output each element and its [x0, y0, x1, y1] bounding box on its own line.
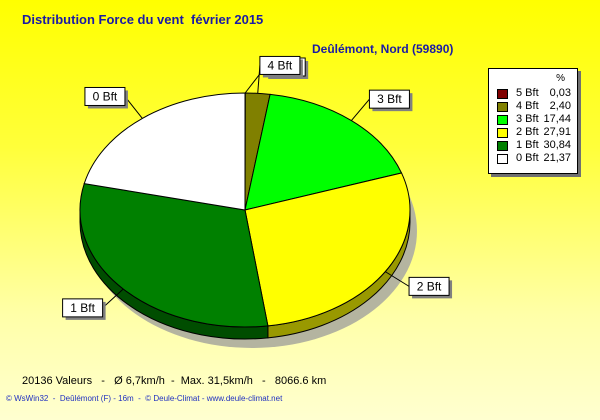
chart-title: Distribution Force du vent février 2015 [22, 12, 264, 27]
legend-label: 1 Bft [516, 139, 539, 151]
legend-value: 0,03 [549, 87, 571, 99]
leader-line-3-bft [350, 98, 370, 121]
pie-slice-3-bft [244, 93, 403, 211]
legend-value: 17,44 [543, 113, 571, 125]
slice-label-4-bft: 4 Bft [268, 58, 293, 72]
leader-line-2-bft [384, 271, 410, 287]
chart-subtitle: Deûlémont, Nord (59890) [312, 42, 454, 56]
legend-label: 4 Bft [516, 100, 539, 112]
label-box-0-bft [84, 86, 126, 106]
legend-swatch [497, 141, 508, 151]
legend-label: 5 Bft [516, 87, 539, 99]
legend-label: 3 Bft [516, 113, 539, 125]
legend-swatch [497, 102, 508, 112]
legend-value: 30,84 [543, 139, 571, 151]
legend-swatch [497, 128, 508, 138]
legend-swatch [497, 89, 508, 99]
legend-item-4-bft: 4 Bft 2,40 [497, 100, 571, 113]
legend-swatch [497, 154, 508, 164]
label-box-1-bft [62, 298, 104, 318]
legend-value: 27,91 [543, 126, 571, 138]
legend-swatch [497, 115, 508, 125]
pie-slice-0-bft [83, 92, 246, 211]
legend-label: 0 Bft [516, 152, 539, 164]
label-box-2-bft [408, 276, 450, 296]
legend-item-0-bft: 0 Bft 21,37 [497, 152, 571, 165]
footer-credits: © WsWin32 - Deûlémont (F) - 16m - © Deul… [6, 394, 283, 403]
legend-item-3-bft: 3 Bft 17,44 [497, 113, 571, 126]
legend-item-1-bft: 1 Bft 30,84 [497, 139, 571, 152]
label-box-3-bft [368, 89, 410, 109]
legend-value: 2,40 [549, 100, 571, 112]
footer-stats: 20136 Valeurs - Ø 6,7km/h - Max. 31,5km/… [22, 375, 327, 387]
legend-item-5-bft: 5 Bft 0,03 [497, 87, 571, 100]
legend: % 5 Bft 0,03 4 Bft 2,40 3 Bft 17,44 2 Bf… [488, 68, 578, 174]
leader-line-1-bft [102, 288, 124, 309]
legend-label: 2 Bft [516, 126, 539, 138]
slice-label-3-bft: 3 Bft [377, 92, 402, 106]
legend-value: 21,37 [543, 152, 571, 164]
slice-label-0-bft: 0 Bft [93, 89, 118, 103]
slice-label-2-bft: 2 Bft [417, 279, 442, 293]
legend-item-2-bft: 2 Bft 27,91 [497, 126, 571, 139]
slice-label-1-bft: 1 Bft [70, 301, 95, 315]
legend-unit: % [556, 73, 565, 84]
label-box-4-bft [259, 55, 301, 75]
